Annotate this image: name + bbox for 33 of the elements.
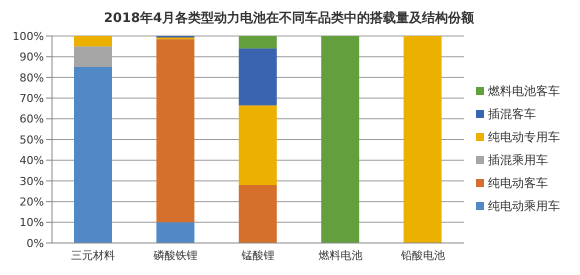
x-tick-label: 铅酸电池	[400, 248, 445, 262]
bar	[404, 36, 442, 243]
y-tick-label: 40%	[20, 154, 44, 168]
legend-label: 插混乘用车	[488, 152, 548, 168]
bar	[74, 67, 112, 243]
y-tick-label: 50%	[20, 133, 44, 146]
bar	[238, 48, 277, 106]
y-tick-label: 70%	[20, 92, 44, 106]
x-tick-label: 磷酸铁锂	[152, 248, 198, 262]
x-tick-label: 锰酸锂	[240, 248, 274, 262]
legend-label: 燃料电池客车	[488, 82, 560, 100]
y-tick-label: 10%	[20, 216, 44, 230]
bar	[74, 36, 112, 46]
legend-label: 纯电动乘用车	[488, 198, 560, 214]
y-tick-label: 80%	[20, 71, 44, 84]
y-tick-label: 100%	[12, 30, 44, 43]
chart-title: 2018年4月各类型动力电池在不同车品类中的搭载量及结构份额	[102, 10, 476, 28]
y-tick-label: 0%	[26, 236, 44, 250]
legend-label: 插混客车	[488, 106, 536, 122]
bar	[156, 39, 194, 222]
y-tick-label: 30%	[20, 174, 44, 188]
legend-label: 纯电动客车	[488, 174, 548, 192]
bar	[238, 36, 277, 48]
y-tick-label: 60%	[20, 112, 44, 126]
y-tick-label: 90%	[20, 50, 44, 64]
x-tick-label: 三元材料	[71, 248, 116, 262]
legend-label: 纯电动专用车	[488, 128, 560, 146]
x-tick-label: 燃料电池	[318, 248, 362, 262]
bar	[156, 222, 194, 243]
bar	[238, 105, 277, 186]
y-tick-label: 20%	[20, 196, 44, 209]
bar	[321, 36, 360, 243]
bar	[238, 185, 277, 243]
